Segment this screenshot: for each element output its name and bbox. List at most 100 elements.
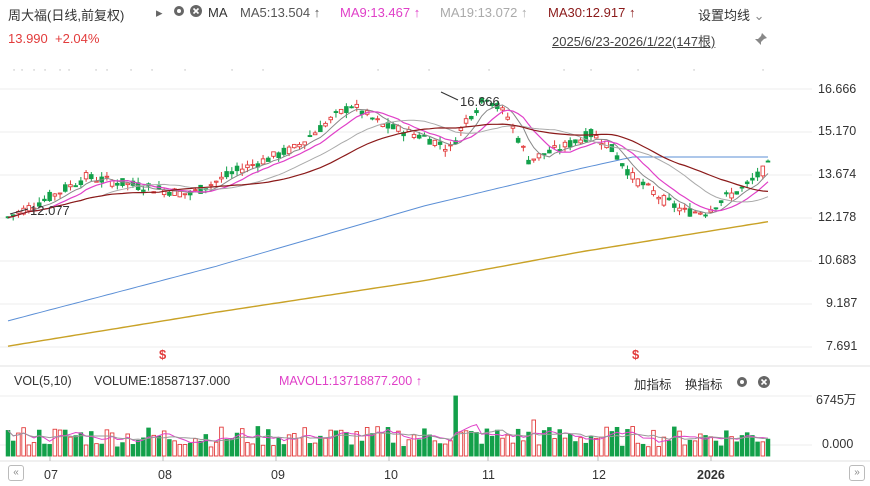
gear-icon[interactable] (172, 4, 186, 21)
price-tick: 12.178 (818, 210, 857, 224)
candle-body (239, 168, 245, 174)
candle-body (432, 139, 438, 146)
volume-bar (588, 436, 594, 457)
candle-body (213, 180, 219, 183)
event-marker: · (130, 66, 133, 76)
candle-body (661, 195, 667, 206)
candle-body (36, 202, 42, 207)
volume-value: VOLUME:18587137.000 (94, 374, 231, 388)
event-marker: · (33, 66, 36, 76)
candle-body (266, 157, 271, 162)
volume-bar (609, 431, 615, 457)
volume-bar (146, 427, 151, 457)
grid-lines (0, 88, 870, 462)
volume-bar (42, 443, 47, 457)
volume-bar (396, 430, 401, 457)
price-tick: 10.683 (818, 253, 857, 267)
volume-bar (213, 441, 219, 457)
candle-body (260, 158, 266, 165)
candle-body (83, 172, 89, 180)
date-range[interactable]: 2025/6/23-2026/1/22(147根) (552, 34, 716, 49)
volume-bar (708, 436, 713, 457)
volume-bar (234, 432, 240, 457)
event-marker: · (184, 66, 187, 76)
event-marker: · (762, 66, 765, 76)
candle-body (609, 144, 615, 153)
candle-body (349, 106, 354, 109)
candle-body (578, 139, 583, 144)
candle-body (245, 164, 250, 169)
candle-body (416, 134, 422, 139)
candle-body (760, 165, 766, 177)
volume-tick: 0.000 (822, 437, 854, 451)
candle-body (510, 125, 516, 129)
gear-icon[interactable] (735, 375, 749, 394)
pin-icon[interactable] (754, 32, 768, 51)
dividend-marker[interactable]: $ (159, 347, 167, 362)
candle-body (307, 135, 313, 137)
event-marker: · (151, 66, 154, 76)
volume-bar (573, 441, 578, 457)
chevron-down-icon: ⌄ (753, 8, 765, 23)
event-marker: · (13, 66, 16, 76)
price-tick: 13.674 (818, 167, 857, 181)
scroll-right-button[interactable]: » (849, 465, 865, 481)
mavol5-line (7, 424, 769, 444)
candle-body (370, 117, 375, 120)
scroll-left-button[interactable]: « (8, 465, 24, 481)
ma19-line (7, 119, 769, 218)
candle-body (193, 189, 198, 192)
ma5-value: MA5:13.504 ↑ (240, 5, 321, 20)
x-tick: 09 (271, 468, 285, 482)
candle-body (500, 107, 505, 111)
volume-bar (177, 443, 183, 457)
volume-bar (115, 446, 120, 457)
add-indicator-button[interactable]: 加指标 (634, 378, 672, 392)
volume-bar (266, 429, 271, 457)
candle-body (42, 198, 47, 202)
volume-bar (292, 433, 297, 457)
volume-bar (135, 440, 141, 457)
volume-bar (338, 429, 344, 457)
candle-body (458, 127, 464, 131)
volume-bar (453, 395, 458, 457)
candle-body (276, 152, 281, 159)
event-marker: · (68, 66, 71, 76)
candle-body (57, 192, 63, 195)
volume-bar (557, 429, 563, 457)
volume-bar (89, 431, 94, 457)
candle-body (484, 99, 490, 102)
candle-body (375, 118, 380, 121)
volume-bar (229, 438, 235, 457)
volume-bar (120, 442, 125, 457)
volume-bar (484, 428, 490, 457)
volume-bar (531, 419, 537, 457)
candle-body (614, 155, 620, 160)
play-icon[interactable]: ▸ (156, 5, 163, 20)
volume-bar (224, 439, 229, 457)
volume-bars (5, 395, 771, 457)
candle-body (557, 149, 563, 151)
x-tick: 07 (44, 468, 58, 482)
volume-bar (354, 431, 360, 457)
candle-body (479, 97, 484, 103)
candle-body (411, 133, 417, 138)
candle-body (619, 163, 625, 167)
close-icon[interactable] (189, 4, 203, 21)
switch-indicator-button[interactable]: 换指标 (685, 378, 723, 392)
candle-body (536, 153, 542, 159)
volume-bar (94, 443, 99, 457)
ma5-line (7, 104, 769, 218)
close-icon[interactable] (757, 375, 771, 394)
current-price: 13.990 +2.04% (8, 31, 100, 46)
ma-settings-button[interactable]: 设置均线 ⌄ (698, 8, 765, 23)
vol-label: VOL(5,10) (14, 374, 72, 388)
volume-bar (463, 430, 469, 457)
volume-bar (5, 430, 11, 457)
candle-body (677, 207, 682, 212)
volume-bar (203, 434, 209, 457)
dividend-marker[interactable]: $ (632, 347, 640, 362)
candle-body (208, 184, 214, 187)
volume-bar (718, 445, 724, 457)
